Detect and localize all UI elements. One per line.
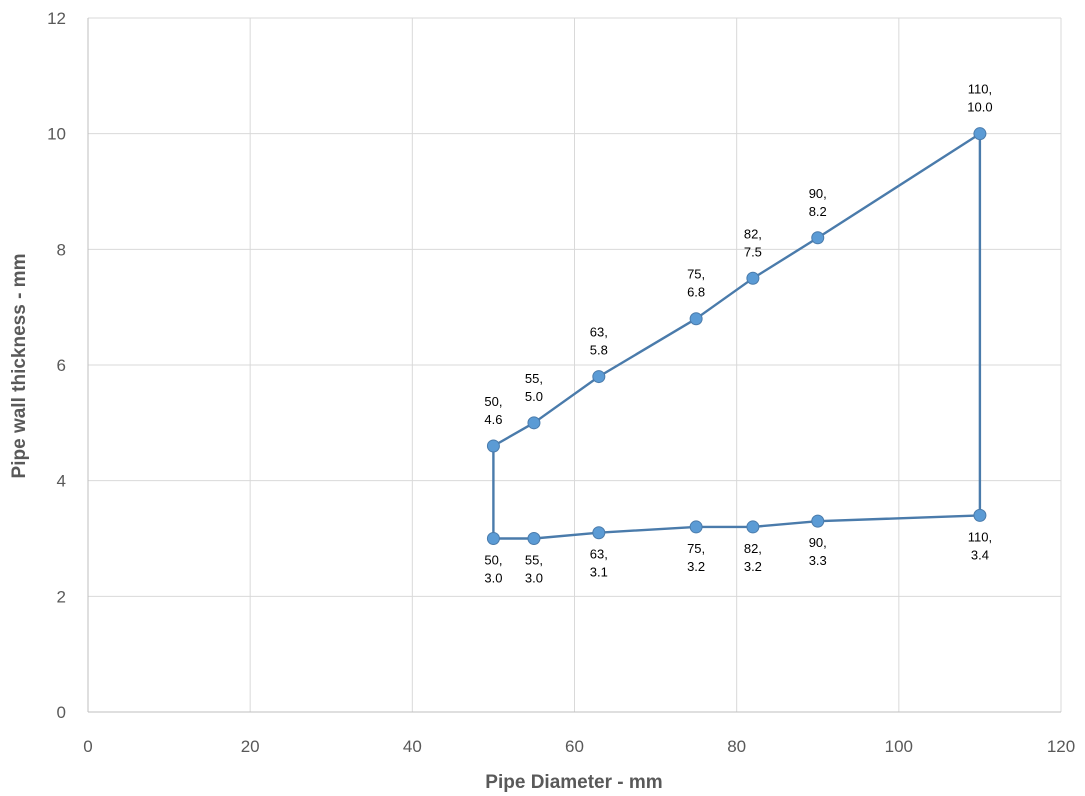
x-tick-label: 100 [885, 737, 913, 756]
gridlines [88, 17, 1062, 712]
y-tick-label: 6 [57, 356, 66, 375]
data-point [592, 526, 606, 540]
data-label: 82, 3.2 [744, 541, 762, 574]
x-tick-label: 120 [1047, 737, 1075, 756]
y-tick-label: 10 [47, 125, 66, 144]
data-label: 75, 3.2 [687, 541, 705, 574]
y-tick-label: 12 [47, 9, 66, 28]
data-point [592, 370, 606, 384]
data-label: 110, 3.4 [968, 529, 992, 562]
data-point [486, 439, 500, 453]
x-tick-label: 0 [83, 737, 92, 756]
data-point [527, 416, 541, 430]
data-label: 63, 5.8 [590, 325, 608, 358]
y-tick-label: 8 [57, 240, 66, 259]
data-label: 55, 5.0 [525, 371, 543, 404]
data-point [689, 312, 703, 326]
data-point [527, 532, 541, 545]
x-tick-label: 80 [727, 737, 746, 756]
data-point [973, 127, 987, 141]
data-label: 55, 3.0 [525, 553, 543, 586]
x-tick-label: 60 [565, 737, 584, 756]
data-label: 63, 3.1 [590, 547, 608, 580]
data-label: 90, 3.3 [809, 535, 827, 568]
y-tick-label: 0 [57, 703, 66, 722]
data-label: 90, 8.2 [809, 186, 827, 219]
data-point [746, 520, 760, 534]
data-labels: 50, 3.0 55, 3.0 63, 3.1 75, 3.2 82, 3.2 90, 3.3 110,… [484, 82, 992, 586]
data-label: 110, 10.0 [967, 82, 992, 115]
y-tick-label: 2 [57, 587, 66, 606]
data-point [486, 532, 500, 545]
data-points [486, 127, 987, 545]
data-label: 50, 3.0 [484, 553, 502, 586]
data-label: 50, 4.6 [484, 394, 502, 427]
x-axis-title: Pipe Diameter - mm [485, 772, 662, 793]
data-point [746, 271, 760, 285]
data-point [689, 520, 703, 534]
data-label: 75, 6.8 [687, 267, 705, 300]
y-axis-title: Pipe wall thickness - mm [9, 254, 30, 479]
data-point [811, 514, 825, 528]
data-point [811, 231, 825, 245]
x-tick-label: 40 [403, 737, 422, 756]
x-tick-label: 20 [241, 737, 260, 756]
data-point [973, 508, 987, 522]
y-tick-label: 4 [57, 472, 66, 491]
data-label: 82, 7.5 [744, 226, 762, 259]
